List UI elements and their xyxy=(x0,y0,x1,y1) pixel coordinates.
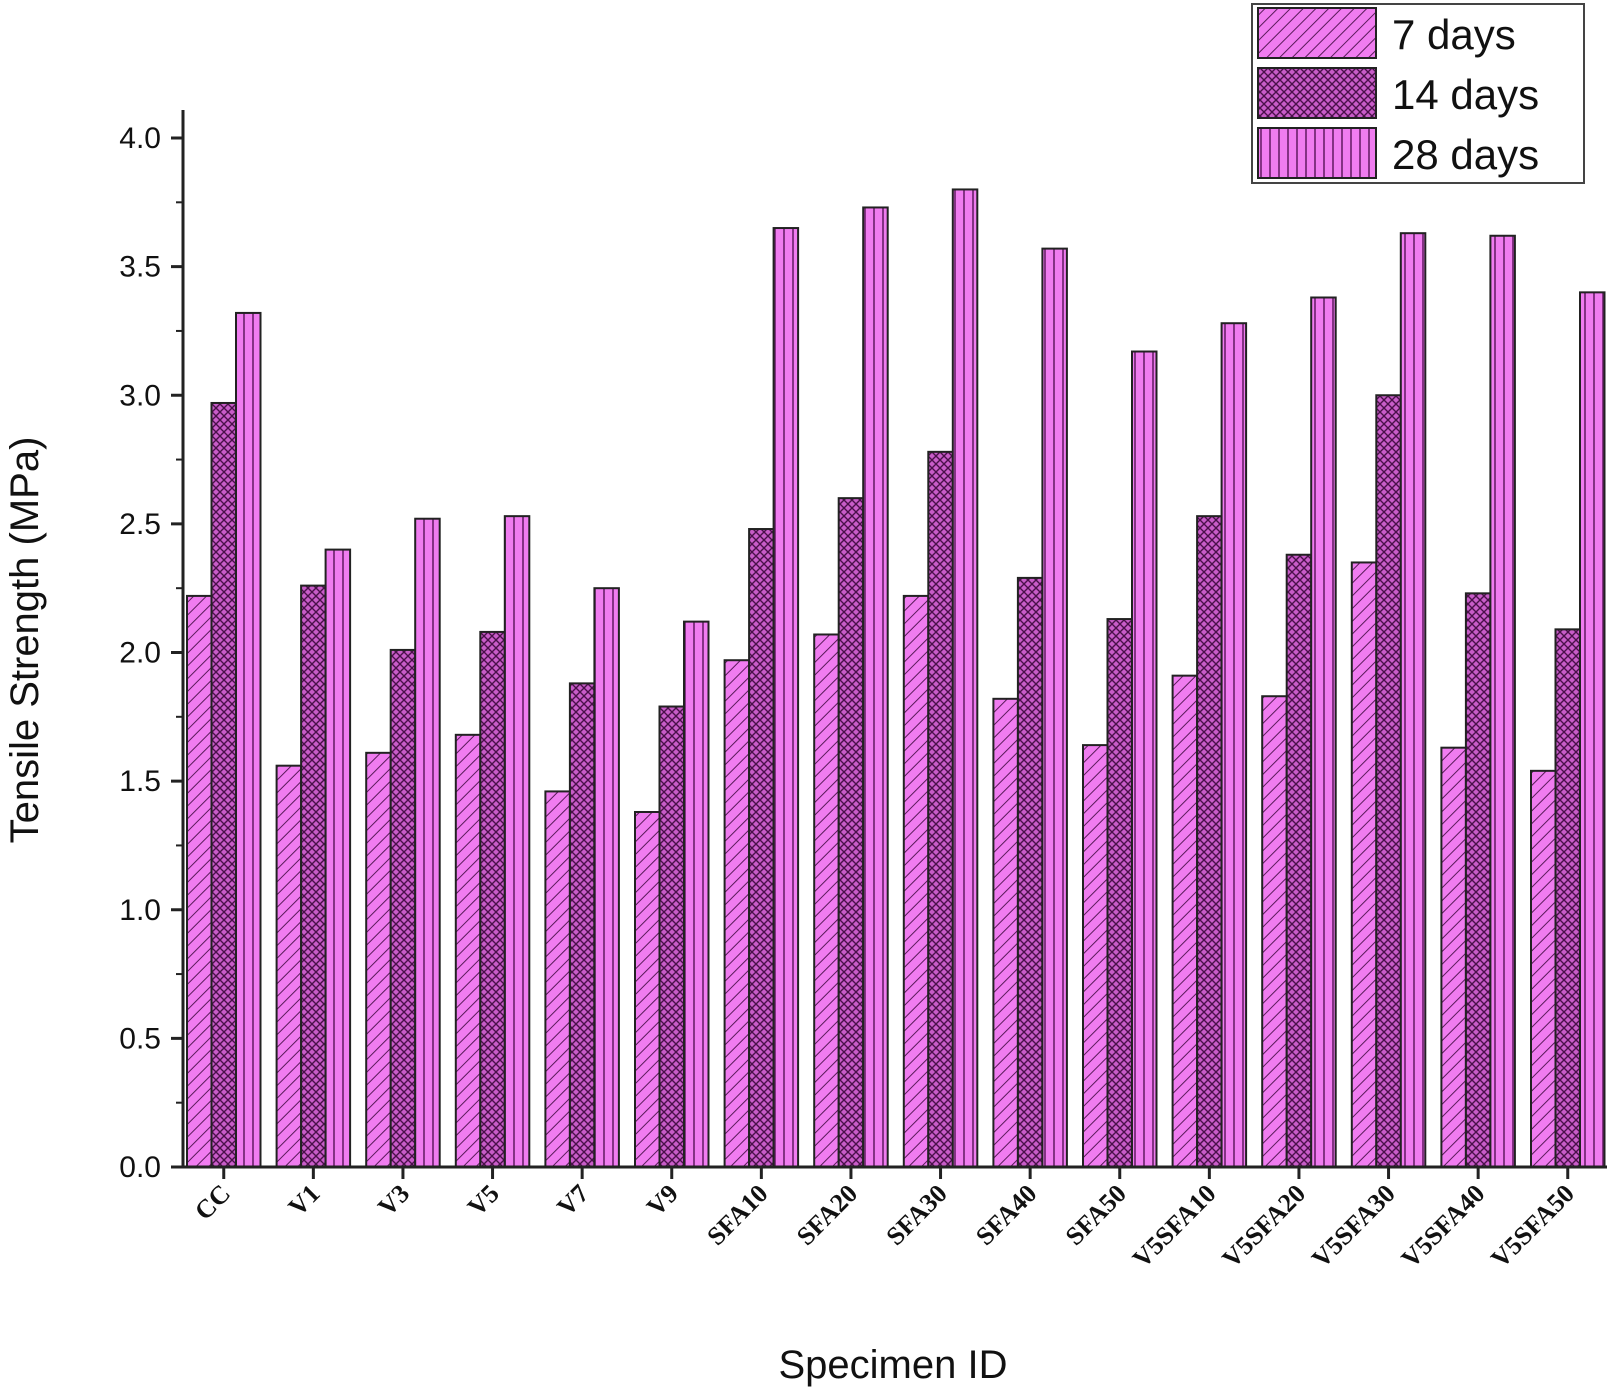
x-tick-label: SFA50 xyxy=(1060,1179,1132,1251)
y-ticks: 0.0 0.5 1.0 1.5 2.0 2.5 3.0 3.5 4.0 xyxy=(119,122,183,1184)
bar-14-days xyxy=(1464,592,1492,1168)
bar-14-days xyxy=(1554,628,1581,1168)
bar-14-days xyxy=(1375,394,1402,1168)
bar-28-days xyxy=(593,587,620,1168)
bar-28-days xyxy=(324,548,352,1168)
bar-28-days xyxy=(414,517,441,1168)
y-tick-label: 2.5 xyxy=(119,508,161,541)
bar-7-days xyxy=(275,764,303,1168)
bar-7-days xyxy=(186,594,213,1168)
bar-7-days xyxy=(454,733,482,1168)
y-tick-label: 3.0 xyxy=(119,379,161,412)
x-tick-label: V5 xyxy=(462,1179,505,1222)
x-tick-label: V5SFA30 xyxy=(1306,1179,1401,1274)
y-tick-label: 3.5 xyxy=(119,251,161,284)
x-tick-label: CC xyxy=(189,1179,236,1226)
x-tick-label: V5SFA40 xyxy=(1396,1179,1491,1274)
bar-28-days xyxy=(503,515,531,1168)
bar-7-days xyxy=(1350,561,1378,1168)
bar-7-days xyxy=(992,697,1019,1168)
bar-28-days xyxy=(235,311,262,1168)
x-tick-label: V7 xyxy=(551,1179,594,1222)
bar-7-days xyxy=(902,594,930,1168)
bar-14-days xyxy=(300,584,327,1168)
bar-14-days xyxy=(1016,576,1044,1168)
bar-7-days xyxy=(1082,744,1109,1168)
bar-28-days xyxy=(1310,296,1337,1168)
bar-28-days xyxy=(1489,234,1516,1168)
y-tick-label: 0.0 xyxy=(119,1151,161,1184)
legend-swatch-7-days xyxy=(1257,7,1377,59)
y-tick-label: 0.5 xyxy=(119,1022,161,1055)
bars-layer xyxy=(186,188,1606,1169)
bar-14-days xyxy=(210,401,237,1168)
bar-14-days xyxy=(479,630,506,1168)
x-tick-label: V5SFA50 xyxy=(1485,1179,1580,1274)
bar-7-days xyxy=(544,790,571,1168)
x-tick-label: V3 xyxy=(372,1179,415,1222)
legend-swatch-28-days xyxy=(1257,127,1377,179)
bar-28-days xyxy=(1399,232,1427,1168)
y-tick-label: 1.0 xyxy=(119,894,161,927)
x-axis-title: Specimen ID xyxy=(779,1343,1008,1387)
bar-7-days xyxy=(813,633,840,1168)
bar-28-days xyxy=(1220,322,1248,1169)
bar-7-days xyxy=(1261,695,1288,1168)
bar-28-days xyxy=(1579,291,1606,1169)
x-tick-label: V1 xyxy=(283,1179,326,1222)
bar-7-days xyxy=(1171,674,1199,1169)
y-tick-label: 1.5 xyxy=(119,765,161,798)
bar-7-days xyxy=(365,751,392,1168)
legend-label-28-days: 28 days xyxy=(1392,131,1539,178)
bar-14-days xyxy=(837,497,865,1168)
bar-14-days xyxy=(389,648,417,1168)
bar-14-days xyxy=(1285,553,1313,1168)
bar-14-days xyxy=(568,682,596,1168)
y-axis-title: Tensile Strength (MPa) xyxy=(3,437,47,844)
bar-7-days xyxy=(723,659,751,1169)
legend-label-7-days: 7 days xyxy=(1392,11,1516,58)
x-tick-label: SFA30 xyxy=(881,1179,953,1251)
bar-14-days xyxy=(748,528,775,1168)
y-tick-label: 4.0 xyxy=(119,122,161,155)
bar-14-days xyxy=(658,705,685,1169)
legend-swatch-14-days xyxy=(1257,67,1377,119)
bar-28-days xyxy=(1131,350,1158,1168)
bar-14-days xyxy=(927,450,954,1169)
x-tick-label: SFA10 xyxy=(701,1179,773,1251)
x-tick-label: SFA20 xyxy=(791,1179,863,1251)
bar-7-days xyxy=(634,810,661,1168)
bar-7-days xyxy=(1530,769,1557,1169)
bar-28-days xyxy=(951,188,979,1168)
x-tick-label: V5SFA10 xyxy=(1127,1179,1222,1274)
x-tick-label: V5SFA20 xyxy=(1216,1179,1311,1274)
bar-14-days xyxy=(1196,515,1223,1168)
bar-14-days xyxy=(1106,618,1133,1168)
bar-7-days xyxy=(1440,746,1467,1168)
legend: 7 days 14 days 28 days xyxy=(1251,3,1585,184)
bar-28-days xyxy=(862,206,889,1168)
bar-28-days xyxy=(1041,247,1068,1168)
bar-28-days xyxy=(683,620,710,1168)
x-tick-label: SFA40 xyxy=(970,1179,1042,1251)
x-tick-label: V9 xyxy=(641,1179,684,1222)
bar-28-days xyxy=(772,227,800,1169)
x-ticks: CC V1 V3 V5 V7 V9 SFA10 SFA20 SFA30 SFA40 SFA50V5S… xyxy=(189,1167,1580,1273)
legend-label-14-days: 14 days xyxy=(1392,71,1539,118)
y-tick-label: 2.0 xyxy=(119,637,161,670)
